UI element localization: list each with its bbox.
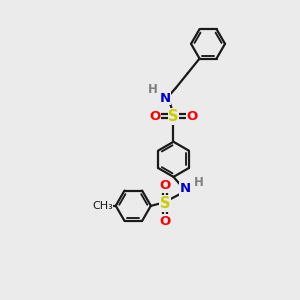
Text: N: N <box>159 92 171 105</box>
Text: O: O <box>159 179 171 192</box>
Text: CH₃: CH₃ <box>92 201 113 211</box>
Text: H: H <box>194 176 204 189</box>
Text: H: H <box>148 83 158 96</box>
Text: O: O <box>149 110 160 123</box>
Text: N: N <box>180 182 191 195</box>
Text: O: O <box>187 110 198 123</box>
Text: O: O <box>159 215 171 228</box>
Text: S: S <box>168 109 179 124</box>
Text: S: S <box>160 196 170 211</box>
